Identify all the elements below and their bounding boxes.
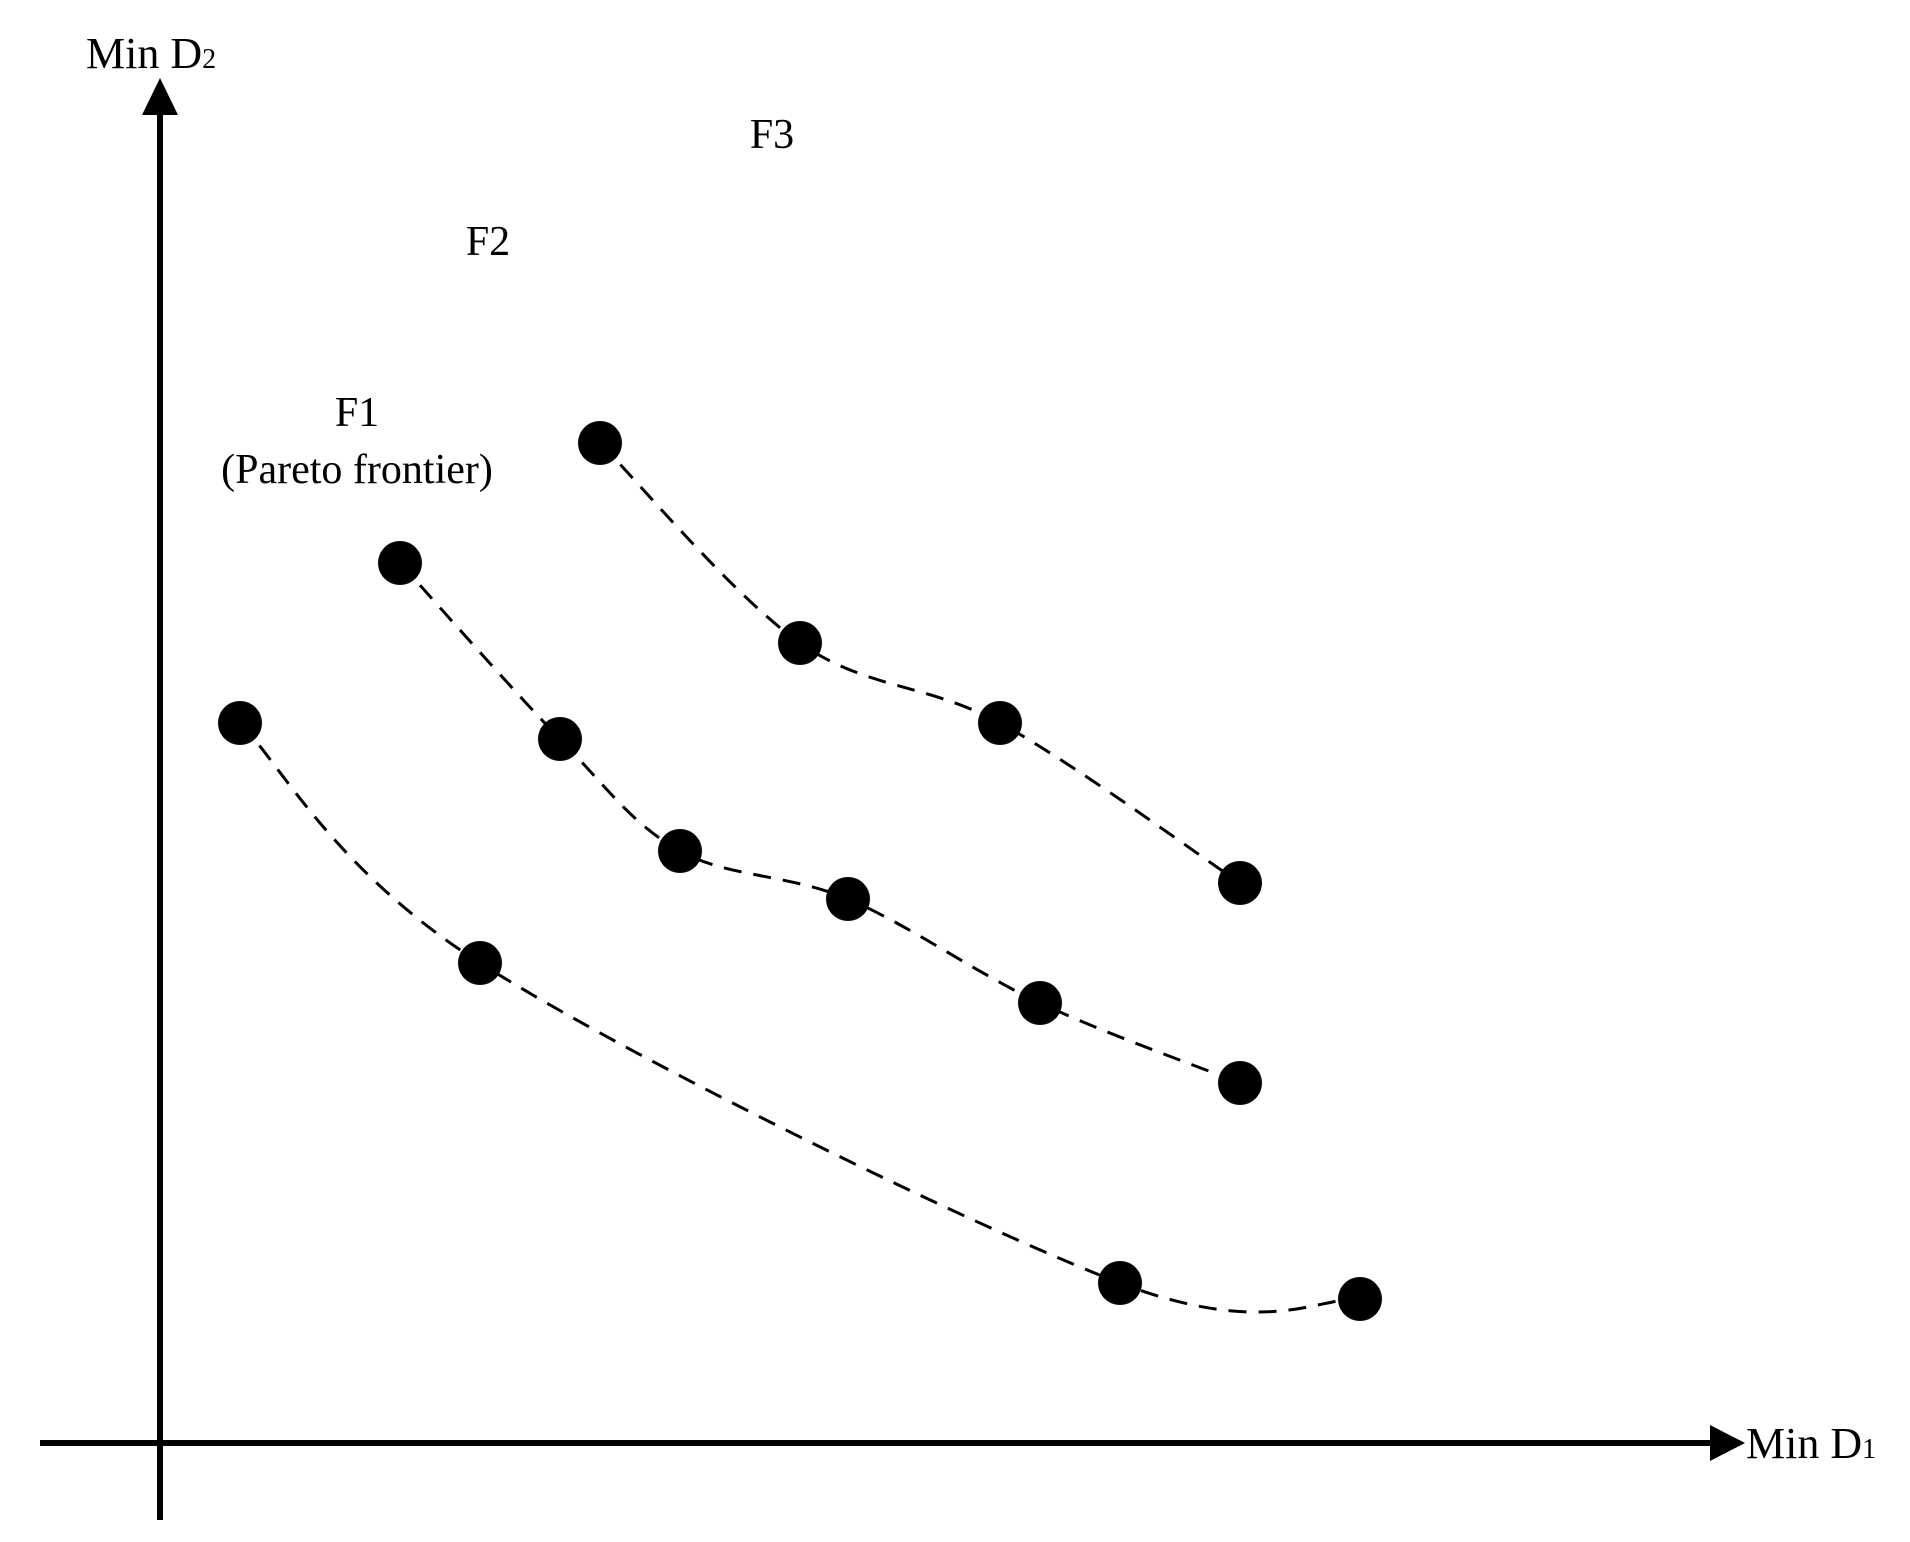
x-axis-arrowhead (1710, 1425, 1745, 1461)
front-f2-point-6 (1218, 1061, 1262, 1105)
front-f3-dashed-curve (598, 441, 1241, 885)
front-label-f2: F2 (466, 219, 510, 265)
front-f3-point-3 (978, 701, 1022, 745)
front-label-f1: F1 (335, 390, 379, 436)
front-f2-point-3 (658, 829, 702, 873)
front-f1-point-2 (458, 941, 502, 985)
x-axis-label: Min D1 (1746, 1419, 1876, 1468)
axes: Min D2 Min D1 (40, 29, 1876, 1520)
front-f2-point-4 (826, 877, 870, 921)
front-label-f3: F3 (750, 112, 794, 158)
front-f1-point-1 (218, 701, 262, 745)
y-axis-label: Min D2 (86, 29, 216, 78)
front-f1-point-3 (1098, 1261, 1142, 1305)
front-f1-point-4 (1338, 1277, 1382, 1321)
fronts-layer (218, 421, 1382, 1321)
front-f2-point-1 (378, 541, 422, 585)
front-f2-dashed-curve (398, 561, 1241, 1085)
y-axis-arrowhead (142, 78, 178, 115)
front-f3 (578, 421, 1262, 905)
front-f3-point-4 (1218, 861, 1262, 905)
front-labels: F3 F2 F1 (Pareto frontier) (221, 112, 794, 493)
front-f2-point-2 (538, 717, 582, 761)
front-f1-dashed-curve (238, 721, 1361, 1314)
front-f2 (378, 541, 1262, 1105)
front-sublabel-f1: (Pareto frontier) (221, 447, 493, 493)
front-f1 (218, 701, 1382, 1321)
front-f3-point-2 (778, 621, 822, 665)
front-f3-point-1 (578, 421, 622, 465)
front-f2-point-5 (1018, 981, 1062, 1025)
